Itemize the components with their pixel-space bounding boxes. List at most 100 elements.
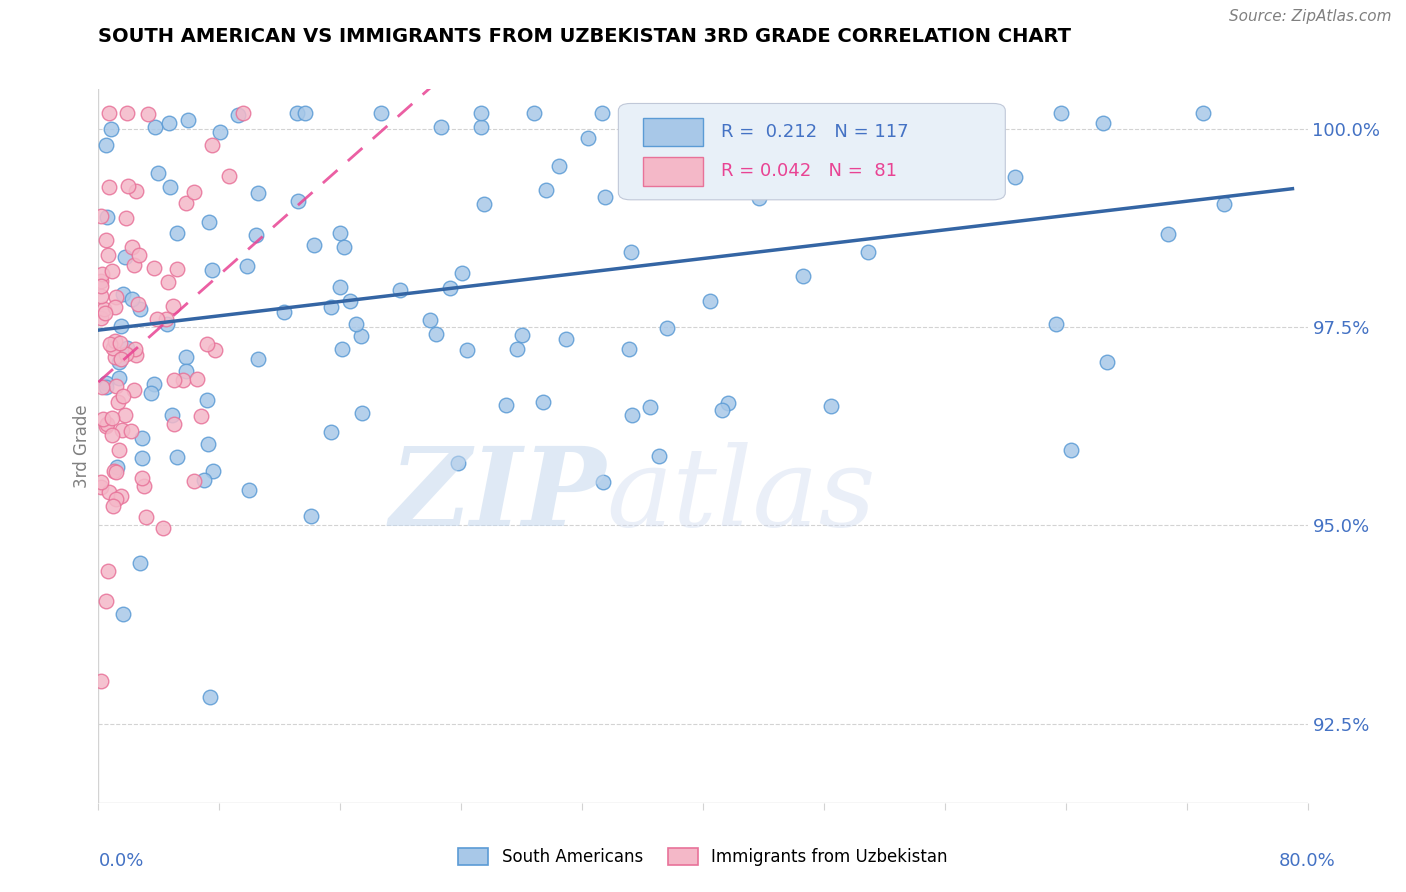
Point: [110, 352, 132, 367]
Point: [200, 262, 222, 277]
Point: [792, 268, 814, 283]
Point: [699, 294, 721, 309]
Point: [155, 312, 177, 326]
Point: [531, 394, 554, 409]
Point: [97, 180, 120, 194]
Point: [470, 106, 492, 120]
Point: [294, 106, 316, 120]
Point: [186, 372, 208, 386]
Point: [152, 521, 174, 535]
Point: [1050, 106, 1073, 120]
Point: [100, 121, 122, 136]
Point: [748, 191, 770, 205]
Point: [183, 475, 205, 489]
Point: [232, 106, 254, 120]
Point: [1045, 317, 1067, 331]
Point: [125, 349, 148, 363]
Point: [350, 406, 373, 420]
Point: [104, 350, 127, 364]
Point: [506, 342, 529, 356]
Point: [1095, 355, 1118, 369]
Point: [94, 233, 117, 247]
Point: [115, 347, 138, 361]
Point: [190, 409, 212, 423]
Point: [678, 163, 700, 178]
Point: [94, 306, 117, 320]
Point: [128, 248, 150, 262]
Point: [94, 376, 117, 390]
Point: [101, 427, 124, 442]
Point: [236, 259, 259, 273]
Point: [90, 289, 112, 303]
Point: [183, 185, 205, 199]
Text: R = 0.042   N =  81: R = 0.042 N = 81: [721, 162, 897, 180]
Point: [100, 264, 122, 278]
Point: [111, 388, 134, 402]
Point: [96, 210, 118, 224]
Point: [107, 443, 129, 458]
Point: [456, 343, 478, 357]
Point: [90, 274, 112, 288]
Point: [711, 402, 734, 417]
Y-axis label: 3rd Grade: 3rd Grade: [73, 404, 91, 488]
Point: [90, 479, 112, 493]
Point: [143, 120, 166, 134]
Point: [193, 473, 215, 487]
Point: [93, 302, 115, 317]
Point: [159, 180, 181, 194]
Bar: [643, 118, 703, 146]
Point: [204, 343, 226, 358]
Point: [198, 690, 221, 705]
Point: [576, 131, 599, 145]
Point: [717, 396, 740, 410]
Point: [929, 147, 952, 161]
Point: [330, 343, 353, 357]
Point: [344, 318, 367, 332]
Point: [115, 211, 138, 226]
Point: [418, 313, 440, 327]
Point: [163, 417, 186, 432]
Point: [425, 327, 447, 342]
Point: [163, 373, 186, 387]
Point: [157, 275, 180, 289]
Point: [820, 399, 842, 413]
Point: [388, 283, 411, 297]
Point: [125, 184, 148, 198]
Point: [495, 398, 517, 412]
Point: [156, 318, 179, 332]
Point: [135, 510, 157, 524]
Point: [287, 194, 309, 208]
Point: [523, 106, 546, 120]
Point: [104, 300, 127, 314]
Point: [142, 260, 165, 275]
Point: [555, 332, 578, 346]
Point: [90, 311, 112, 326]
Point: [285, 106, 308, 120]
Point: [238, 483, 260, 497]
Point: [146, 166, 169, 180]
Point: [101, 341, 124, 355]
Point: [131, 431, 153, 445]
Point: [472, 196, 495, 211]
Point: [470, 120, 492, 134]
Text: 80.0%: 80.0%: [1279, 852, 1336, 870]
Point: [131, 471, 153, 485]
Point: [124, 258, 146, 272]
Point: [430, 120, 453, 135]
Point: [548, 159, 571, 173]
Point: [157, 116, 180, 130]
Point: [536, 183, 558, 197]
Point: [1004, 170, 1026, 185]
Point: [1192, 106, 1215, 120]
Point: [105, 492, 128, 507]
Point: [329, 226, 352, 240]
Point: [138, 107, 160, 121]
Point: [1157, 227, 1180, 242]
Point: [370, 106, 392, 120]
Point: [90, 267, 112, 281]
Point: [806, 152, 828, 166]
Point: [1060, 443, 1083, 458]
Point: [332, 240, 354, 254]
Point: [101, 411, 124, 425]
Point: [727, 129, 749, 144]
